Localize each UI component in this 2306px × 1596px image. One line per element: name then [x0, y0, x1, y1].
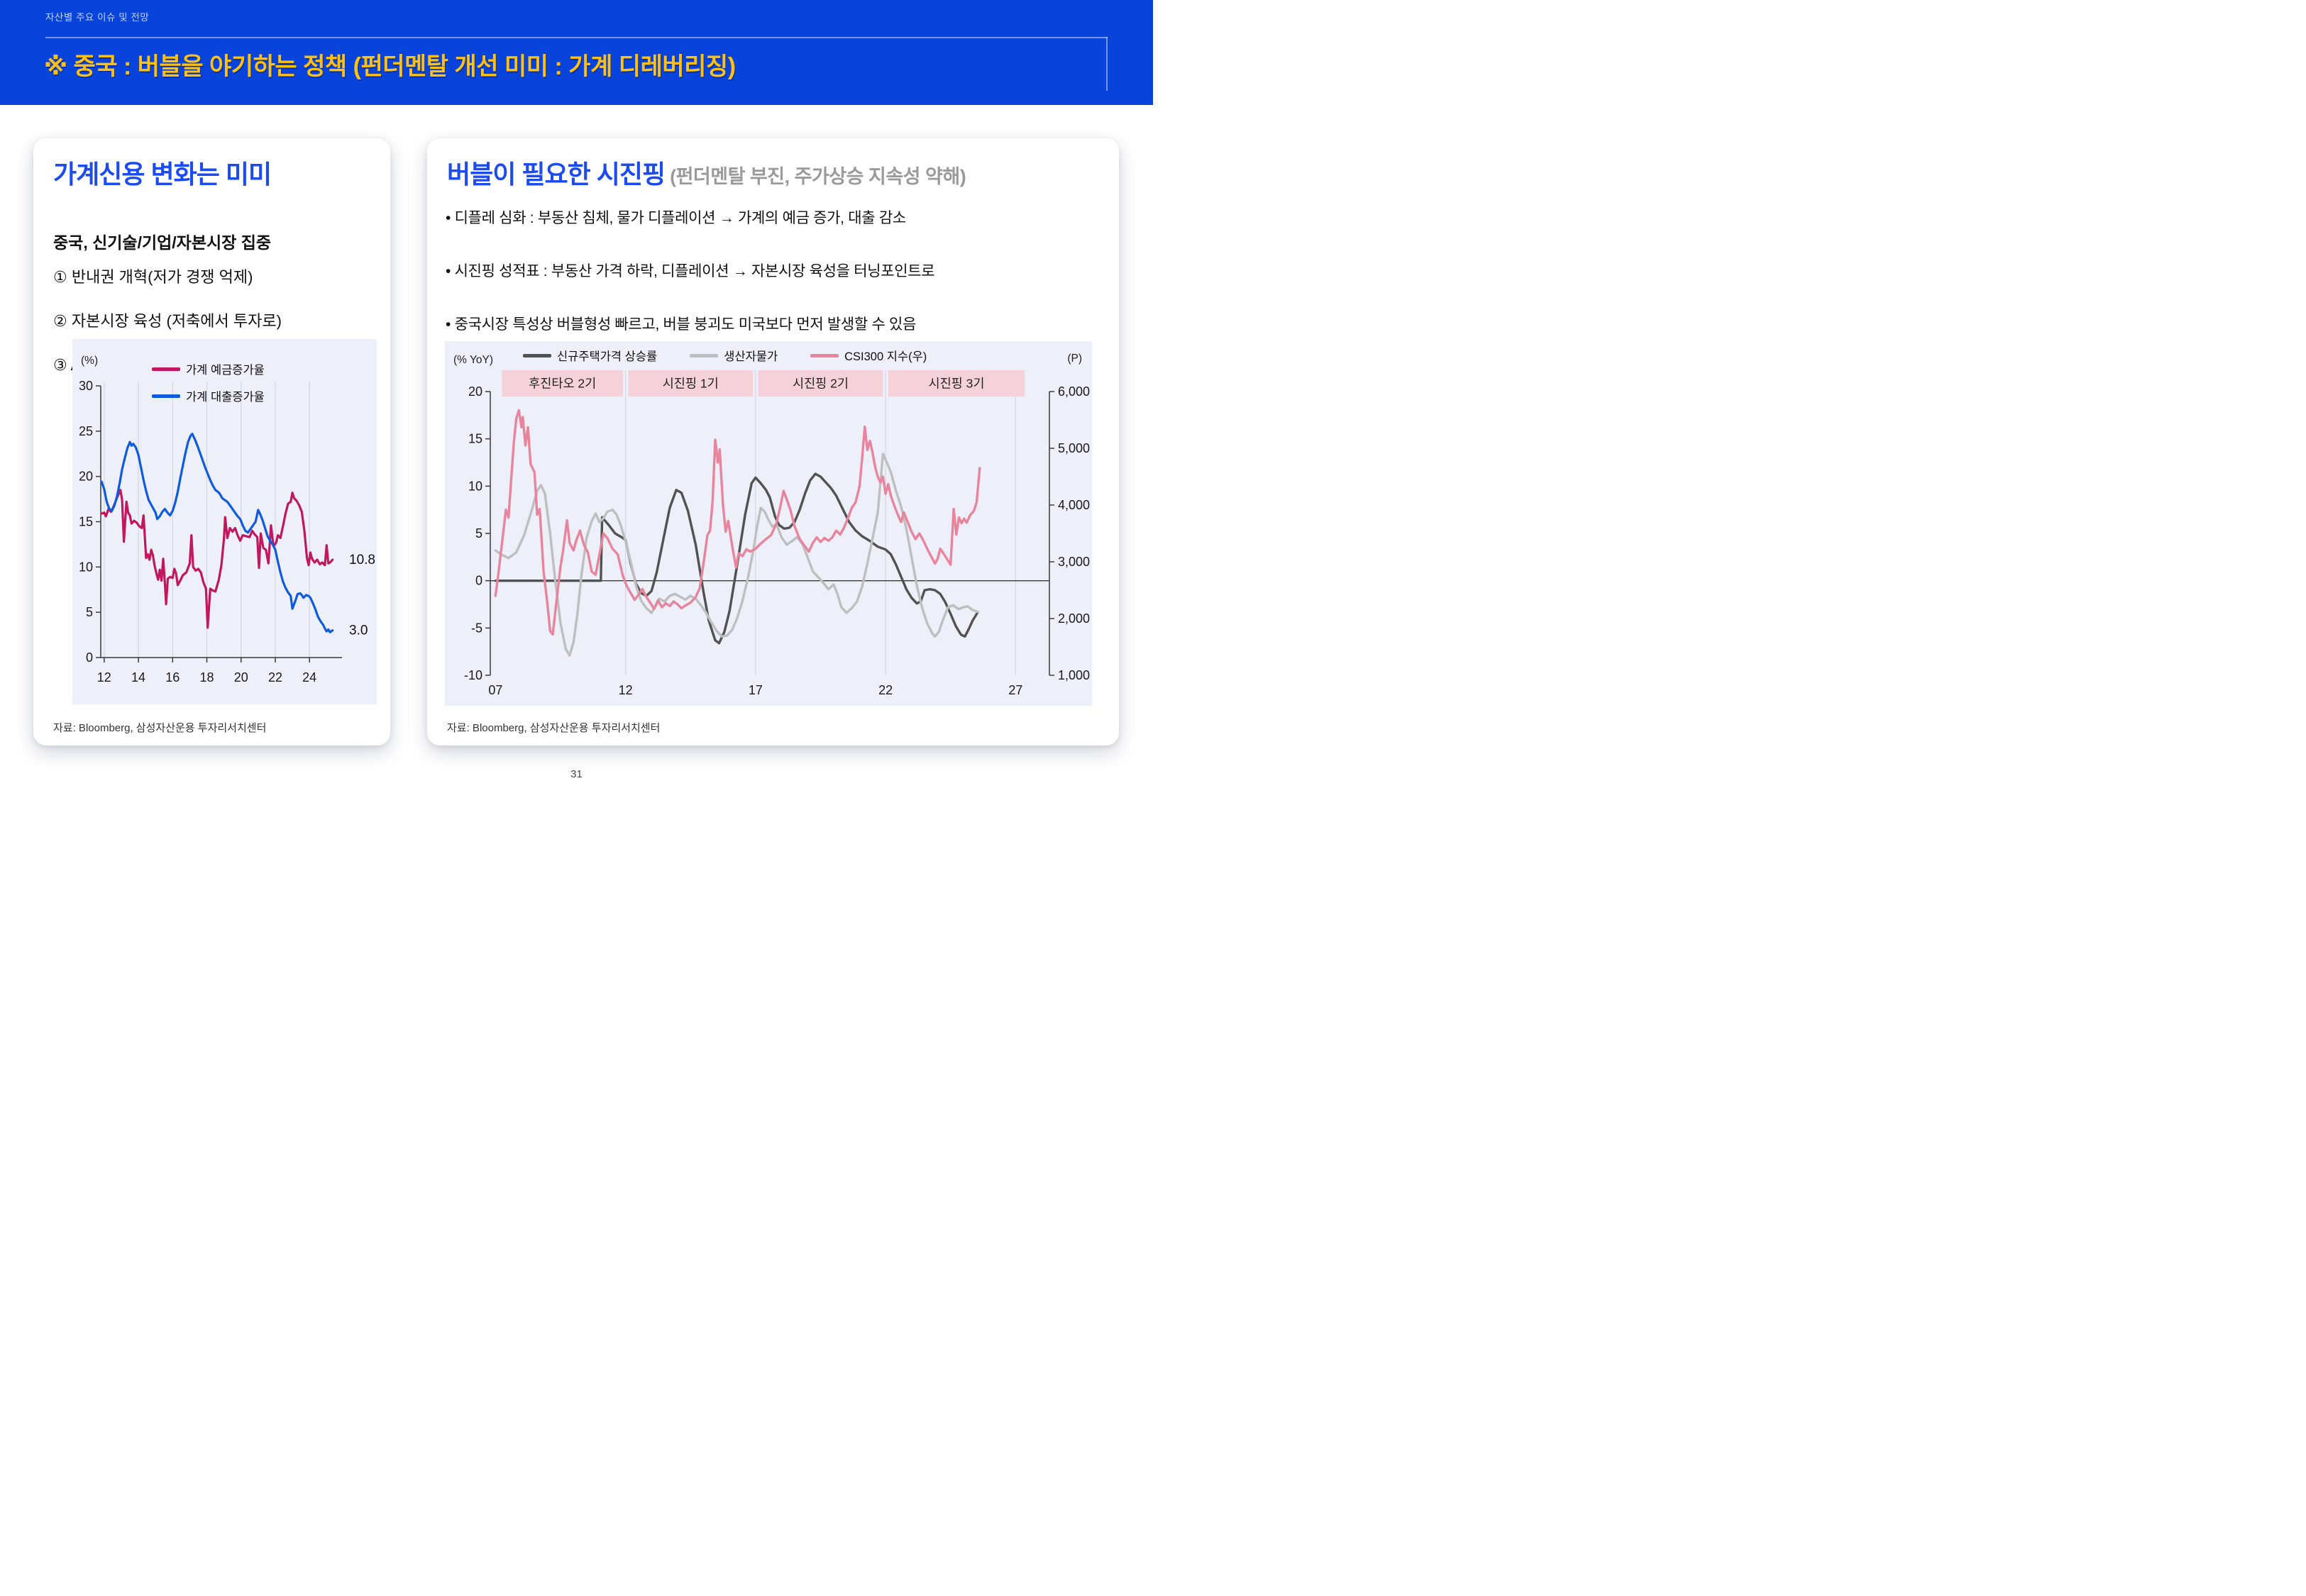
- y2-axis-unit-label: (P): [1067, 353, 1082, 365]
- y-axis-tick-label: -10: [464, 668, 482, 682]
- legend-swatch: [690, 353, 719, 358]
- series-end-label: 3.0: [349, 624, 368, 638]
- x-axis-tick-label: 22: [878, 683, 893, 697]
- legend-swatch: [810, 353, 839, 358]
- series-line: [494, 409, 981, 636]
- y-axis-unit-label: (%): [81, 355, 99, 367]
- bullet-deflation: • 디플레 심화 : 부동산 침체, 물가 디플레이션 → 가계의 예금 증가,…: [446, 210, 906, 226]
- policy-item-2: ② 자본시장 육성 (저축에서 투자로): [53, 312, 282, 330]
- legend-label: 생산자물가: [724, 350, 778, 363]
- series-end-label: 10.8: [349, 553, 375, 567]
- era-band-label: 시진핑 2기: [793, 377, 849, 391]
- y-axis-tick-label: 5: [475, 526, 482, 541]
- card-title: 버블이 필요한 시진핑 (펀더멘탈 부진, 주가상승 지속성 약해): [447, 154, 966, 191]
- legend-entry: 가계 대출증가율: [152, 387, 265, 404]
- y-axis-tick-label: 0: [475, 574, 482, 588]
- breadcrumb: 자산별 주요 이슈 및 전망: [45, 12, 150, 23]
- era-band-label: 시진핑 1기: [663, 377, 719, 391]
- x-axis-tick-label: 12: [619, 683, 633, 697]
- x-axis-tick-label: 14: [131, 670, 145, 685]
- source-note: 자료: Bloomberg, 삼성자산운용 투자리서치센터: [53, 722, 267, 734]
- series-line: [100, 433, 334, 633]
- legend-label: 신규주택가격 상승률: [557, 350, 658, 363]
- page-number: 31: [570, 768, 583, 780]
- y-axis-tick-label: 15: [468, 432, 482, 446]
- series-line: [494, 472, 979, 645]
- legend-swatch: [152, 367, 180, 371]
- x-axis-tick-label: 24: [302, 670, 316, 685]
- bullet-scorecard: • 시진핑 성적표 : 부동산 가격 하락, 디플레이션 → 자본시장 육성을 …: [446, 263, 935, 279]
- card-title-suffix: (펀더멘탈 부진, 주가상승 지속성 약해): [665, 166, 966, 187]
- y-axis-tick-label: 20: [79, 470, 93, 484]
- series-line: [494, 453, 979, 657]
- legend-entry: 생산자물가: [690, 347, 778, 364]
- source-note: 자료: Bloomberg, 삼성자산운용 투자리서치센터: [447, 722, 661, 734]
- legend-swatch: [152, 394, 180, 398]
- y-axis-tick-label: 25: [79, 424, 93, 438]
- page-title: ※ 중국 : 버블을 야기하는 정책 (펀더멘탈 개선 미미 : 가계 디레버리…: [44, 53, 736, 80]
- x-axis-tick-label: 20: [234, 670, 248, 685]
- household-credit-chart-svg: 0 5 10 15 20 25 30 12 14 16 18 20 22 24 10.8 3.0: [79, 379, 375, 685]
- legend-entry: 가계 예금증가율: [152, 360, 265, 377]
- series-line: [100, 489, 334, 629]
- y-axis-tick-label: 0: [86, 650, 93, 665]
- y-axis-tick-label: 5: [86, 605, 93, 619]
- x-axis-tick-label: 18: [199, 670, 214, 685]
- x-axis-tick-label: 12: [97, 670, 111, 685]
- era-band-label: 후진타오 2기: [529, 377, 596, 391]
- bullet-bubble-risk: • 중국시장 특성상 버블형성 빠르고, 버블 붕괴도 미국보다 먼저 발생할 …: [446, 316, 917, 333]
- y2-axis-tick-label: 3,000: [1058, 555, 1090, 569]
- x-axis-tick-label: 16: [165, 670, 180, 685]
- slide: 자산별 주요 이슈 및 전망 ※ 중국 : 버블을 야기하는 정책 (펀더멘탈 …: [0, 0, 1153, 798]
- x-axis-tick-label: 17: [749, 683, 763, 697]
- y2-axis-tick-label: 4,000: [1058, 498, 1090, 512]
- y-axis-tick-label: 10: [468, 479, 482, 493]
- household-credit-chart: 0 5 10 15 20 25 30 12 14 16 18 20 22 24 10.8 3.0 (%) 가계…: [72, 339, 377, 704]
- era-band-label: 시진핑 3기: [928, 377, 984, 391]
- china-bubble-chart-svg: 후진타오 2기 시진핑 1기 시진핑 2기 시진핑 3기 20 15 10 5 0 -5 -10 6,…: [464, 370, 1090, 697]
- card-title: 가계신용 변화는 미미: [53, 160, 272, 189]
- era-band: [888, 370, 1025, 397]
- y2-axis-tick-label: 1,000: [1058, 668, 1090, 682]
- y-axis-tick-label: 15: [79, 515, 93, 529]
- legend-label: CSI300 지수(우): [844, 350, 927, 363]
- y-axis-tick-label: -5: [471, 621, 482, 635]
- x-axis-tick-label: 27: [1008, 683, 1022, 697]
- china-bubble-chart: 후진타오 2기 시진핑 1기 시진핑 2기 시진핑 3기 20 15 10 5 0 -5 -10 6,…: [445, 341, 1092, 706]
- x-axis-tick-label: 07: [488, 683, 502, 697]
- legend-entry: CSI300 지수(우): [810, 347, 927, 364]
- y2-axis-tick-label: 6,000: [1058, 384, 1090, 399]
- y2-axis-tick-label: 5,000: [1058, 441, 1090, 455]
- header-rule: [45, 37, 1108, 38]
- y-axis-tick-label: 30: [79, 379, 93, 393]
- header-banner: 자산별 주요 이슈 및 전망 ※ 중국 : 버블을 야기하는 정책 (펀더멘탈 …: [0, 0, 1153, 105]
- y2-axis-tick-label: 2,000: [1058, 611, 1090, 626]
- y-axis-unit-label: (% YoY): [453, 354, 494, 366]
- china-bubble-card: 버블이 필요한 시진핑 (펀더멘탈 부진, 주가상승 지속성 약해) • 디플레…: [427, 138, 1119, 746]
- era-band: [502, 370, 623, 397]
- legend-label: 가계 예금증가율: [186, 364, 265, 377]
- era-band: [628, 370, 754, 397]
- header-rule-corner: [1106, 37, 1108, 91]
- y-axis-tick-label: 10: [79, 560, 93, 574]
- card-subtitle: 중국, 신기술/기업/자본시장 집중: [53, 233, 272, 252]
- chart-legend: 신규주택가격 상승률 생산자물가 CSI300 지수(우): [523, 347, 927, 364]
- era-band: [758, 370, 883, 397]
- x-axis-tick-label: 22: [268, 670, 282, 685]
- card-title-main: 버블이 필요한 시진핑: [447, 160, 666, 189]
- legend-label: 가계 대출증가율: [186, 391, 265, 404]
- household-credit-card: 가계신용 변화는 미미 중국, 신기술/기업/자본시장 집중 ① 반내권 개혁(…: [33, 138, 390, 746]
- legend-swatch: [523, 353, 551, 358]
- legend-entry: 신규주택가격 상승률: [523, 347, 657, 364]
- policy-item-1: ① 반내권 개혁(저가 경쟁 억제): [53, 268, 253, 286]
- y-axis-tick-label: 20: [468, 384, 482, 399]
